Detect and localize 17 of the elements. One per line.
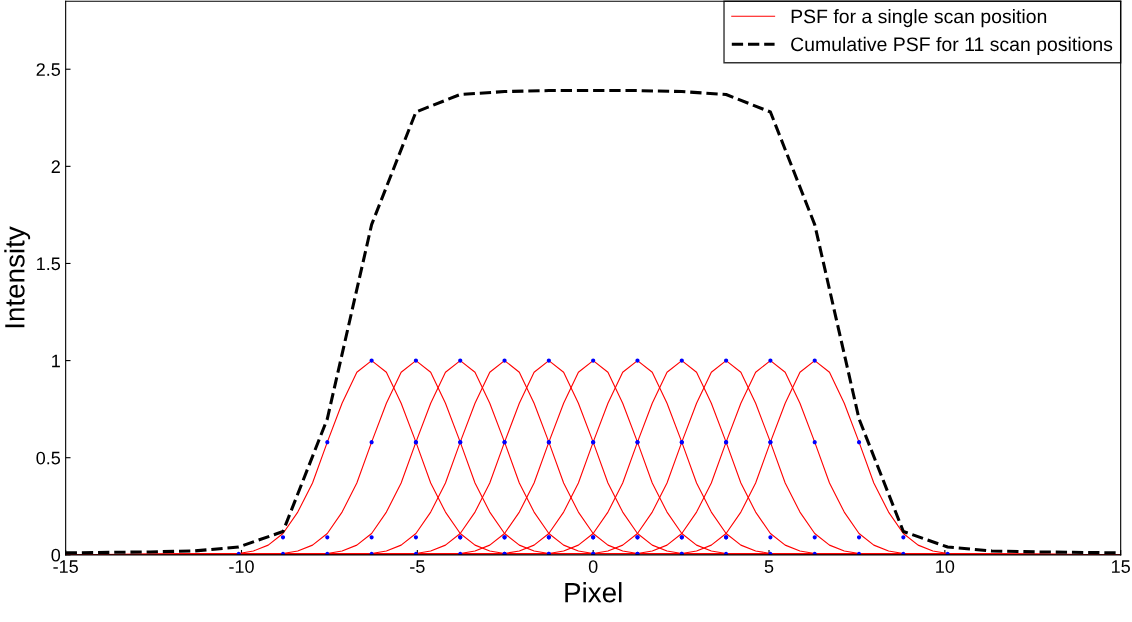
y-tick-label: 1.5 — [37, 257, 61, 271]
x-tick-label: -15 — [53, 560, 78, 573]
x-tick-label: -5 — [410, 560, 425, 573]
y-tick-label: 2 — [51, 160, 60, 173]
y-axis-title: Intensity — [4, 226, 31, 328]
x-tick-label: 15 — [1112, 560, 1130, 573]
y-tick-label: 1 — [52, 354, 60, 368]
x-tick-label: 10 — [936, 560, 955, 573]
y-tick-label: 0 — [51, 548, 61, 562]
legend-label: Cumulative PSF for 11 scan positions — [791, 36, 1113, 55]
legend-label: PSF for a single scan position — [791, 9, 1047, 28]
x-tick-label: 0 — [588, 560, 598, 573]
y-tick-label: 2.5 — [36, 63, 61, 76]
x-axis-title: Pixel — [565, 582, 622, 603]
y-tick-label: 0.5 — [36, 451, 61, 465]
x-tick-label: 5 — [764, 560, 774, 573]
x-tick-label: -10 — [229, 560, 254, 573]
